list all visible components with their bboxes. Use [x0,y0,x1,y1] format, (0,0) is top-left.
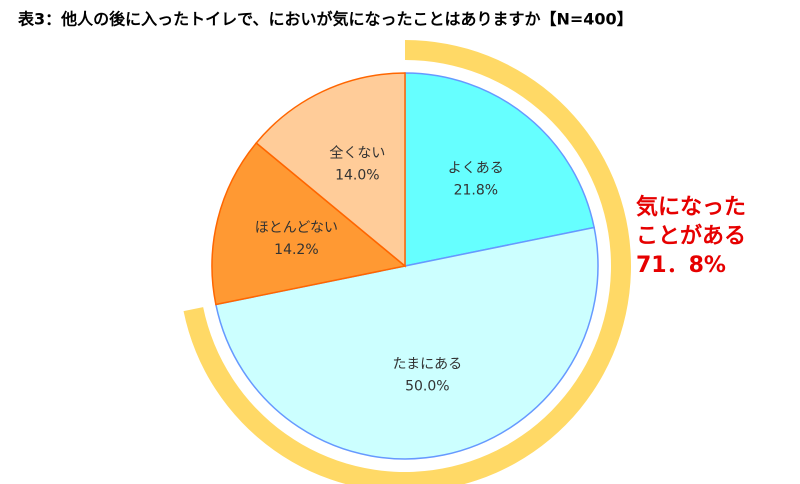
annotation: ことがある [636,223,746,249]
pie-slice [211,141,407,306]
slice-label: ほとんどない [255,220,338,236]
annotation: 気になった [636,194,746,220]
chart-title: 表3：他人の後に入ったトイレで、においが気になったことはありますか【N=400】 [17,10,633,29]
slice-label: よくある [448,160,504,176]
annotation: 71．8% [636,253,726,278]
slice-value: 14.0% [335,168,379,184]
slice-value: 14.2% [274,242,318,258]
pie-slice [404,72,595,267]
slice-label: たまにある [393,357,463,373]
pie-slice [255,72,406,268]
slice-value: 50.0% [405,379,449,395]
slice-value: 21.8% [454,182,498,198]
slice-label: 全くない [329,145,385,162]
